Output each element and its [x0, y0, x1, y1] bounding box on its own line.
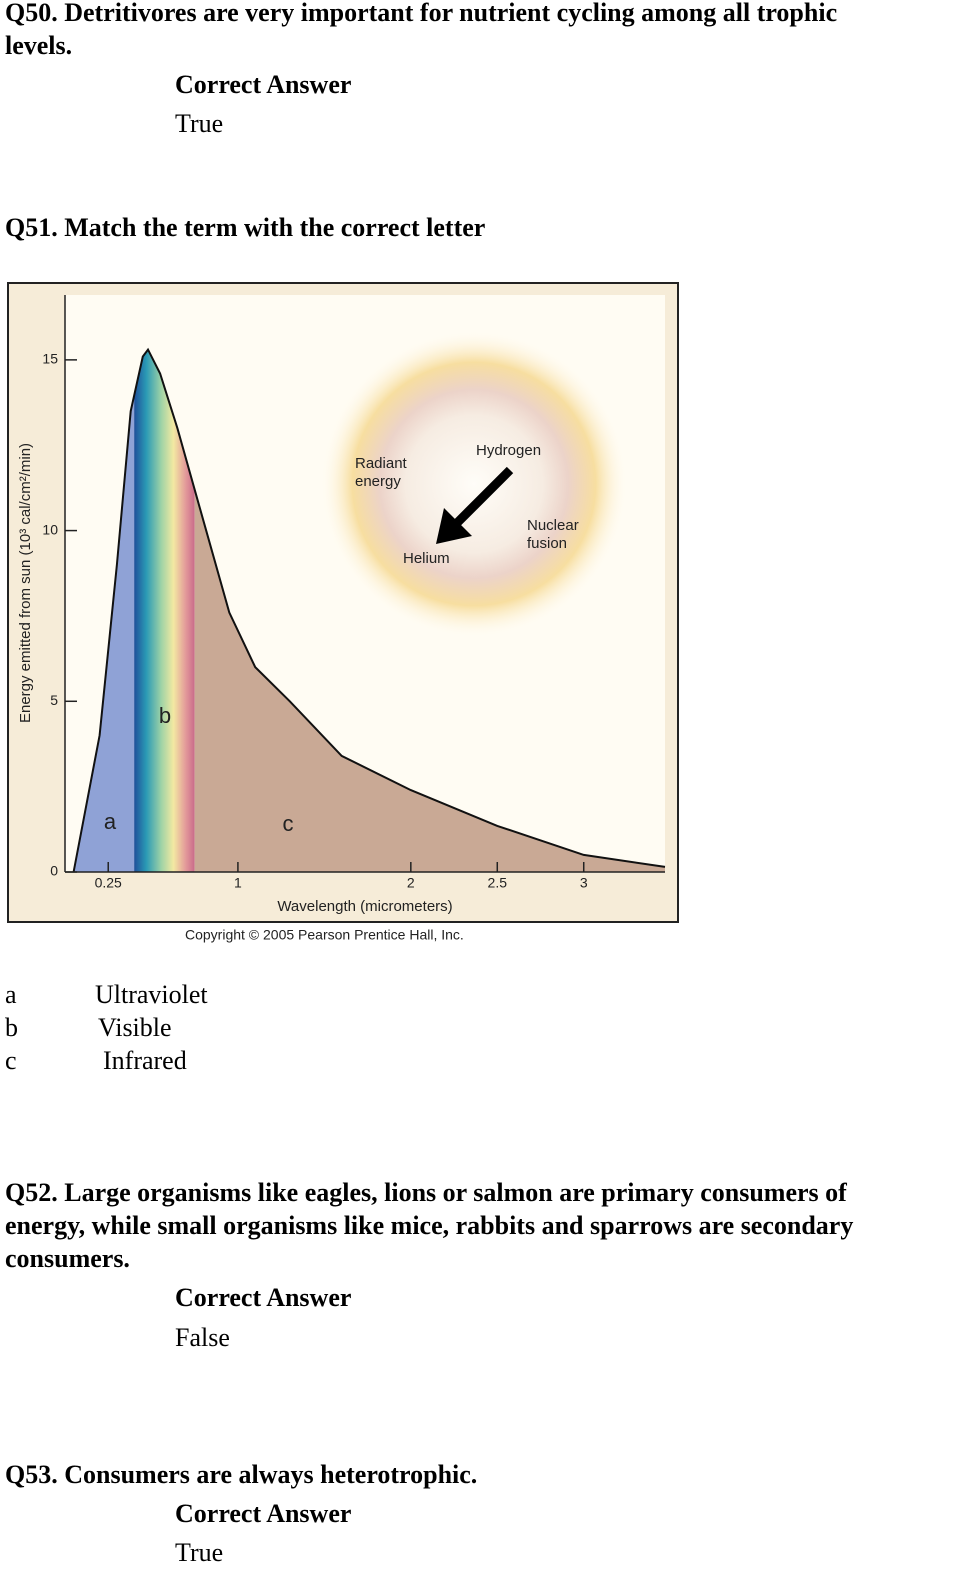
band-label: a: [104, 809, 117, 834]
x-tick-label: 2.5: [488, 875, 508, 891]
x-axis-label: Wavelength (micrometers): [277, 898, 452, 915]
match-letter: a: [5, 980, 17, 1009]
arrow-shaft: [451, 466, 514, 529]
match-term: Ultraviolet: [95, 980, 208, 1009]
inset-label: Radiant: [355, 455, 408, 472]
answer: True: [175, 1538, 223, 1567]
question-text: Q53. Consumers are always heterotrophic.: [5, 1460, 477, 1489]
energy-curve: [72, 347, 666, 873]
match-letter: b: [5, 1013, 18, 1042]
y-tick-label: 5: [50, 692, 58, 708]
x-tick-label: 2: [407, 875, 415, 891]
inset-label: energy: [355, 473, 401, 490]
arrow-head: [436, 508, 472, 544]
y-tick-label: 10: [42, 521, 58, 537]
y-tick-label: 15: [42, 351, 58, 367]
x-tick-label: 3: [580, 875, 588, 891]
inset-label: Helium: [403, 550, 450, 567]
copyright: Copyright © 2005 Pearson Prentice Hall, …: [185, 927, 464, 943]
answer-heading: Correct Answer: [175, 1283, 351, 1312]
question-text: consumers.: [5, 1244, 130, 1273]
match-term: Visible: [98, 1013, 172, 1042]
band-label: b: [159, 703, 171, 728]
sun-illustration: [322, 332, 626, 636]
x-tick-label: 0.25: [95, 875, 122, 891]
inset-label: fusion: [527, 535, 567, 552]
answer: False: [175, 1323, 230, 1352]
question-text: Q51. Match the term with the correct let…: [5, 213, 485, 242]
answer: True: [175, 109, 223, 138]
question-text: levels.: [5, 31, 72, 60]
band-label: c: [283, 811, 294, 836]
match-term: Infrared: [103, 1046, 187, 1075]
question-text: energy, while small organisms like mice,…: [5, 1211, 853, 1240]
inset-label: Hydrogen: [476, 442, 541, 459]
answer-heading: Correct Answer: [175, 70, 351, 99]
answer-heading: Correct Answer: [175, 1499, 351, 1528]
y-axis-label: Energy emitted from sun (10³ cal/cm²/min…: [17, 443, 34, 723]
match-letter: c: [5, 1046, 17, 1075]
y-tick-label: 0: [50, 863, 58, 879]
inset-label: Nuclear: [527, 517, 579, 534]
question-text: Q50. Detritivores are very important for…: [5, 0, 837, 27]
x-tick-label: 1: [234, 875, 242, 891]
question-text: Q52. Large organisms like eagles, lions …: [5, 1178, 847, 1207]
